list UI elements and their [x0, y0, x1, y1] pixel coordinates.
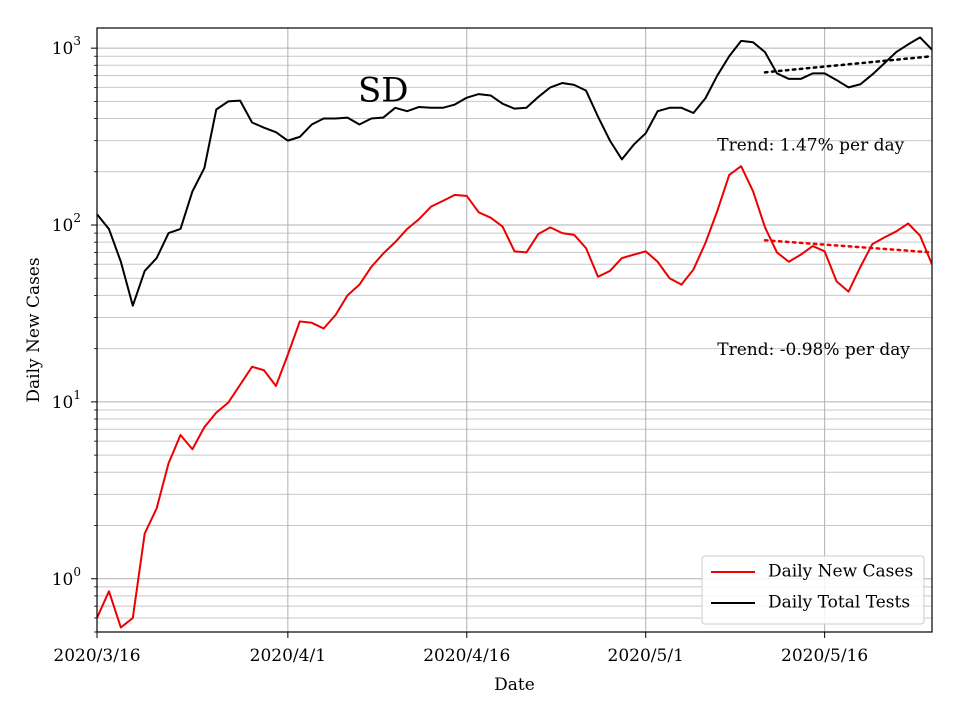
labels: SD Date Daily New Cases Trend: 1.47% per… — [24, 71, 910, 695]
legend-label-daily-new-cases: Daily New Cases — [768, 562, 913, 582]
legend-box — [701, 555, 925, 625]
x-tick-label: 2020/3/16 — [53, 646, 140, 666]
plot-frame — [96, 27, 933, 633]
legend: Daily New Cases Daily Total Tests — [701, 555, 925, 625]
series-line-daily-new-cases — [97, 165, 932, 629]
chart-title: SD — [358, 71, 409, 111]
x-axis-label: Date — [494, 675, 535, 695]
y-axis-label: Daily New Cases — [24, 257, 44, 402]
trend-annotation-tests: Trend: 1.47% per day — [717, 135, 904, 155]
x-tick-label: 2020/4/1 — [250, 646, 326, 666]
y-tick-label-exponent: 2 — [73, 211, 81, 225]
y-tick-label-exponent: 1 — [73, 388, 81, 402]
trend-annotation-cases: Trend: -0.98% per day — [717, 340, 910, 360]
series-line-daily-total-tests — [97, 36, 932, 307]
y-tick-label-exponent: 3 — [73, 34, 81, 48]
series-layer — [97, 36, 934, 629]
trend-line-daily-new-cases — [763, 239, 934, 254]
x-tick-label: 2020/5/1 — [608, 646, 684, 666]
trend-line-daily-total-tests — [763, 54, 934, 74]
x-tick-label: 2020/4/16 — [423, 646, 510, 666]
y-tick-label-exponent: 0 — [73, 565, 81, 579]
x-tick-label: 2020/5/16 — [781, 646, 868, 666]
legend-label-daily-total-tests: Daily Total Tests — [768, 593, 910, 613]
y-tick-label: 102 — [52, 211, 81, 236]
